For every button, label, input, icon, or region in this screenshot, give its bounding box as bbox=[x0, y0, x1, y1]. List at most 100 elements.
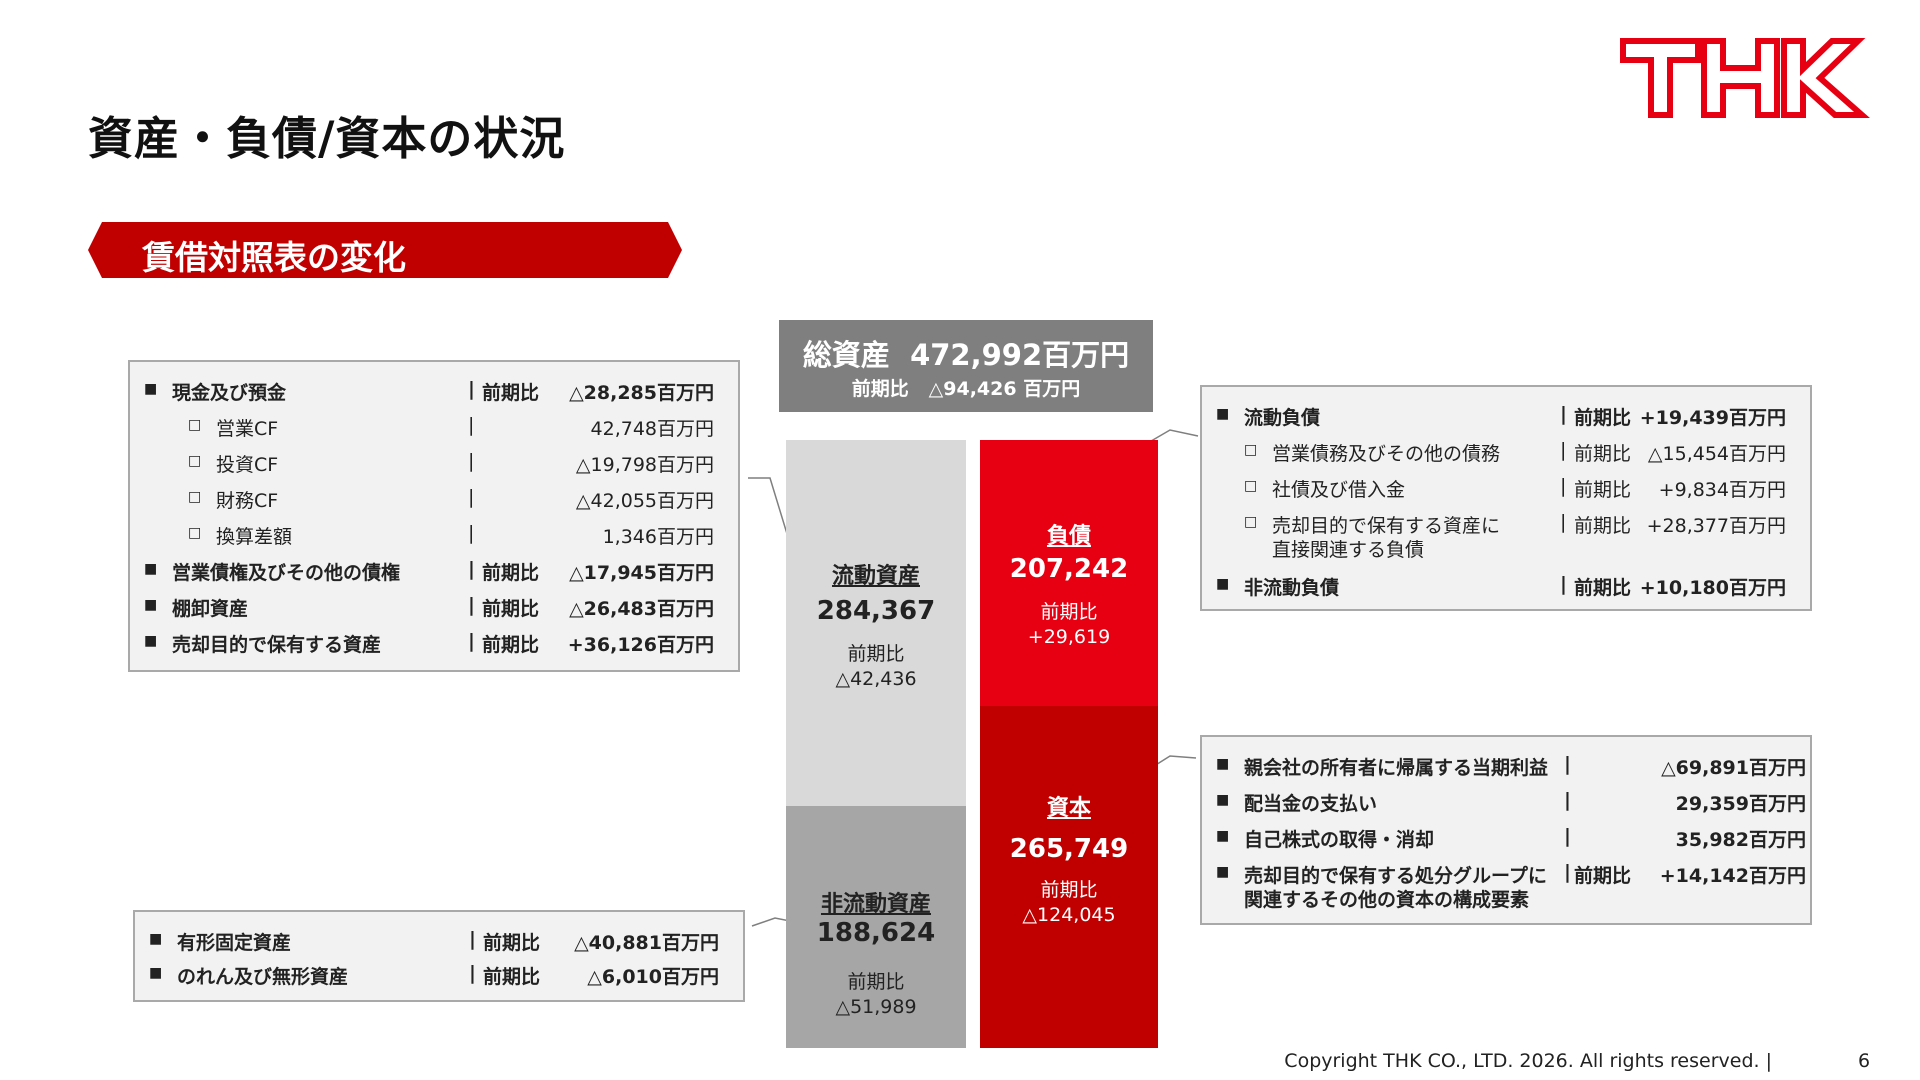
row-value: +10,180百万円 bbox=[1639, 577, 1786, 599]
row-separator: | bbox=[468, 522, 475, 544]
detail-row: ■ 売却目的で保有する処分グループに 関連するその他の資本の構成要素 | 前期比… bbox=[1202, 859, 1810, 917]
thk-logo bbox=[1620, 38, 1880, 118]
equity-detail-box: ■ 親会社の所有者に帰属する当期利益 | △69,891百万円 ■ 配当金の支払… bbox=[1200, 735, 1812, 925]
row-compare-label: 前期比 bbox=[482, 634, 540, 656]
detail-row: ■ 棚卸資産 | 前期比 △26,483百万円 bbox=[130, 592, 738, 626]
row-label: 有形固定資産 bbox=[177, 932, 292, 954]
liabilities-name: 負債 bbox=[1046, 524, 1091, 549]
row-separator: | bbox=[468, 378, 475, 400]
row-separator: | bbox=[468, 594, 475, 616]
row-value: △42,055百万円 bbox=[575, 490, 714, 512]
row-compare-label: 前期比 bbox=[482, 598, 540, 620]
bullet-filled-icon: ■ bbox=[149, 965, 163, 981]
row-label: 売却目的で保有する資産に bbox=[1272, 515, 1501, 537]
bullet-filled-icon: ■ bbox=[1216, 576, 1230, 592]
total-assets-box: 総資産 472,992百万円 前期比 △94,426 百万円 bbox=[779, 320, 1153, 412]
bullet-filled-icon: ■ bbox=[1216, 864, 1230, 880]
liabilities-value: 207,242 bbox=[1009, 554, 1129, 584]
total-assets-label: 総資産 bbox=[802, 338, 890, 372]
row-compare-label: 前期比 bbox=[1574, 515, 1632, 537]
row-separator: | bbox=[1560, 403, 1567, 425]
detail-row: ■ 自己株式の取得・消却 | 35,982百万円 bbox=[1202, 823, 1810, 857]
current-assets-change-value: △42,436 bbox=[835, 668, 917, 690]
row-label: 棚卸資産 bbox=[172, 598, 249, 620]
bullet-hollow-icon: □ bbox=[188, 453, 202, 469]
row-compare-label: 前期比 bbox=[483, 932, 541, 954]
detail-row: ■ 営業債権及びその他の債権 | 前期比 △17,945百万円 bbox=[130, 556, 738, 590]
current-assets-bar: 流動資産 284,367 前期比 △42,436 bbox=[786, 440, 966, 806]
row-label: 社債及び借入金 bbox=[1272, 479, 1406, 501]
row-value: +36,126百万円 bbox=[567, 634, 714, 656]
bullet-hollow-icon: □ bbox=[188, 489, 202, 505]
row-separator: | bbox=[469, 928, 476, 950]
bullet-filled-icon: ■ bbox=[1216, 406, 1230, 422]
current-assets-detail-box: ■ 現金及び預金 | 前期比 △28,285百万円 □ 営業CF | 42,74… bbox=[128, 360, 740, 672]
noncurrent-assets-bar: 非流動資産 188,624 前期比 △51,989 bbox=[786, 806, 966, 1048]
row-label: 営業CF bbox=[216, 418, 279, 440]
row-compare-label: 前期比 bbox=[1574, 577, 1632, 599]
detail-row: ■ のれん及び無形資産 | 前期比 △6,010百万円 bbox=[135, 960, 743, 994]
bullet-filled-icon: ■ bbox=[149, 931, 163, 947]
row-separator: | bbox=[1560, 573, 1567, 595]
row-label: 自己株式の取得・消却 bbox=[1244, 829, 1435, 851]
copyright-footer: Copyright THK CO., LTD. 2026. All rights… bbox=[1284, 1050, 1772, 1072]
noncurrent-assets-value: 188,624 bbox=[816, 918, 936, 948]
row-value: △6,010百万円 bbox=[587, 966, 719, 988]
row-label: 現金及び預金 bbox=[172, 382, 287, 404]
bullet-hollow-icon: □ bbox=[1244, 478, 1258, 494]
detail-row: □ 換算差額 | 1,346百万円 bbox=[130, 520, 738, 554]
total-change-label: 前期比 bbox=[851, 378, 909, 400]
row-value: 29,359百万円 bbox=[1675, 793, 1806, 815]
row-label: 配当金の支払い bbox=[1244, 793, 1378, 815]
page-title: 資産・負債/資本の状況 bbox=[88, 112, 566, 165]
liabilities-change-value: +29,619 bbox=[1027, 626, 1111, 648]
noncurrent-assets-change-value: △51,989 bbox=[835, 996, 917, 1018]
row-label: 換算差額 bbox=[216, 526, 293, 548]
row-separator: | bbox=[1560, 439, 1567, 461]
total-change-value: △94,426 百万円 bbox=[928, 378, 1081, 400]
total-assets-value: 472,992百万円 bbox=[910, 338, 1130, 372]
row-value: +9,834百万円 bbox=[1658, 479, 1786, 501]
current-assets-name: 流動資産 bbox=[831, 564, 920, 589]
row-separator: | bbox=[468, 486, 475, 508]
detail-row: □ 営業CF | 42,748百万円 bbox=[130, 412, 738, 446]
row-separator: | bbox=[468, 450, 475, 472]
row-value: △19,798百万円 bbox=[575, 454, 714, 476]
row-compare-label: 前期比 bbox=[482, 562, 540, 584]
row-label-line2: 関連するその他の資本の構成要素 bbox=[1244, 889, 1530, 911]
detail-row: □ 投資CF | △19,798百万円 bbox=[130, 448, 738, 482]
detail-row: ■ 売却目的で保有する資産 | 前期比 +36,126百万円 bbox=[130, 628, 738, 662]
current-assets-change-label: 前期比 bbox=[847, 643, 905, 665]
row-value: +28,377百万円 bbox=[1646, 515, 1786, 537]
liabilities-change-label: 前期比 bbox=[1040, 601, 1098, 623]
detail-row: ■ 非流動負債 | 前期比 +10,180百万円 bbox=[1202, 571, 1810, 605]
row-label-line2: 直接関連する負債 bbox=[1272, 539, 1425, 561]
equity-change-label: 前期比 bbox=[1040, 879, 1098, 901]
row-value: 42,748百万円 bbox=[590, 418, 714, 440]
row-label: 営業債権及びその他の債権 bbox=[172, 562, 401, 584]
row-separator: | bbox=[468, 630, 475, 652]
total-assets-line: 総資産 472,992百万円 bbox=[779, 332, 1153, 374]
liabilities-bar: 負債 207,242 前期比 +29,619 bbox=[980, 440, 1158, 706]
row-label: 親会社の所有者に帰属する当期利益 bbox=[1244, 757, 1549, 779]
row-separator: | bbox=[1564, 753, 1571, 775]
row-separator: | bbox=[468, 558, 475, 580]
row-label: 財務CF bbox=[216, 490, 279, 512]
row-value: +19,439百万円 bbox=[1639, 407, 1786, 429]
detail-row: ■ 配当金の支払い | 29,359百万円 bbox=[1202, 787, 1810, 821]
row-compare-label: 前期比 bbox=[1574, 443, 1632, 465]
row-label: 売却目的で保有する処分グループに bbox=[1244, 865, 1547, 887]
row-compare-label: 前期比 bbox=[1574, 479, 1632, 501]
row-label: 営業債務及びその他の債務 bbox=[1272, 443, 1501, 465]
row-compare-label: 前期比 bbox=[483, 966, 541, 988]
bullet-filled-icon: ■ bbox=[144, 561, 158, 577]
row-compare-label: 前期比 bbox=[1574, 865, 1632, 887]
row-label: 投資CF bbox=[216, 454, 279, 476]
row-label: 非流動負債 bbox=[1244, 577, 1340, 599]
row-separator: | bbox=[1564, 825, 1571, 847]
page-number: 6 bbox=[1858, 1050, 1871, 1072]
detail-row: □ 営業債務及びその他の債務 | 前期比 △15,454百万円 bbox=[1202, 437, 1810, 471]
row-separator: | bbox=[1560, 511, 1567, 533]
row-compare-label: 前期比 bbox=[1574, 407, 1632, 429]
row-label: のれん及び無形資産 bbox=[177, 966, 349, 988]
